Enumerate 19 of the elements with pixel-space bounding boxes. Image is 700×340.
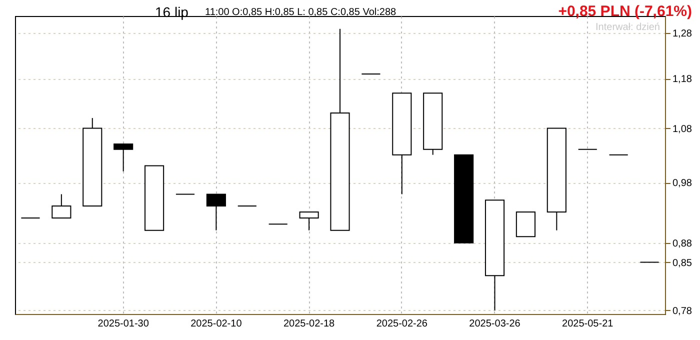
candlestick [52,194,72,219]
x-tick-label: 2025-01-30 [98,318,150,330]
y-tick-label: 1,18 [672,74,692,86]
y-tick-label: 0,78 [672,306,692,317]
y-tick-label: 1,08 [672,124,692,135]
x-tick-label: 2025-02-18 [283,318,336,330]
candlestick [114,144,134,172]
y-tick-label: 0,88 [672,238,692,250]
annotation: 11:00 O:0,85 H:0,85 L: 0,85 C:0,85 Vol:288 [205,7,396,18]
x-tick-label: 2025-05-21 [562,318,614,330]
annotation: +0,85 PLN (-7,61%) [558,3,692,20]
x-tick-label: 2025-02-10 [190,318,242,330]
y-tick-label: 0,98 [672,178,692,190]
candlestick [206,194,226,231]
x-tick-label: 2025-03-26 [469,318,521,330]
x-tick-label: 2025-02-26 [376,318,428,330]
y-tick-label: 1,28 [672,28,692,40]
candlestick [299,211,319,231]
y-tick-label: 0,85 [672,258,692,269]
